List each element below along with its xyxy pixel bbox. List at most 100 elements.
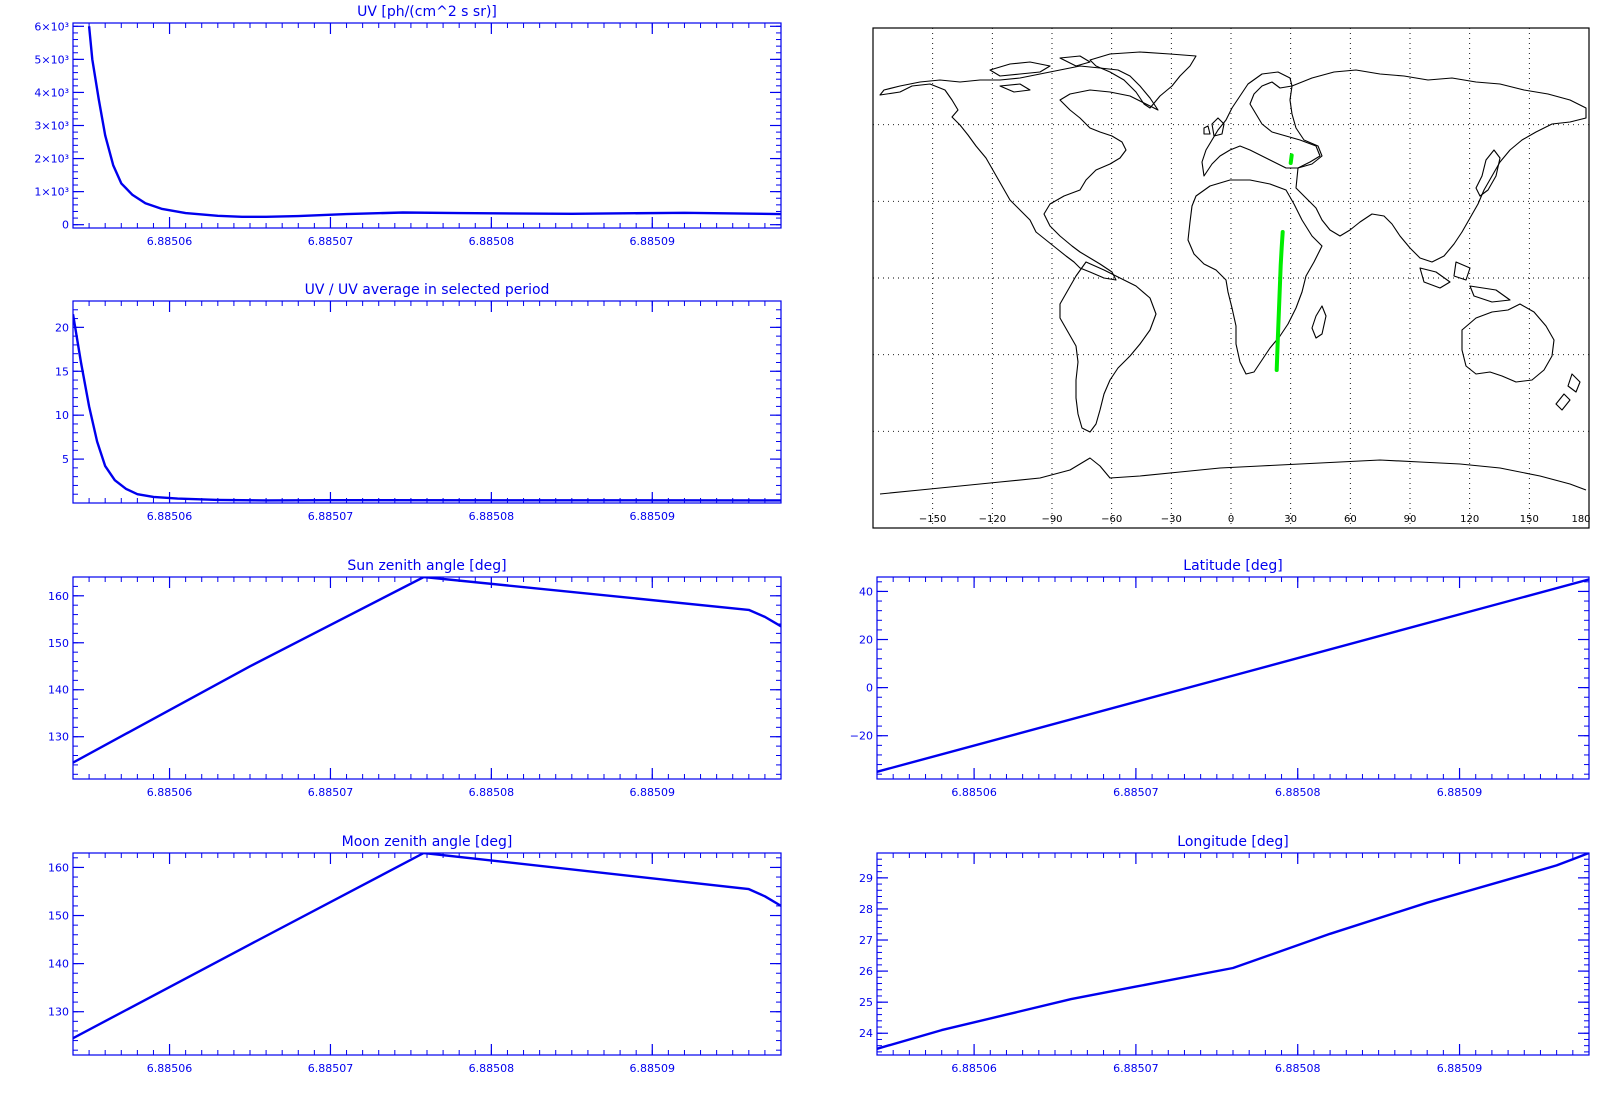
x-tick-label: 6.88509 bbox=[1437, 1062, 1483, 1075]
chart-moon-zenith: Moon zenith angle [deg] 130 140 150 160 6.885… bbox=[48, 834, 782, 1075]
y-tick-label: 28 bbox=[859, 903, 873, 916]
y-tick-label: 130 bbox=[48, 1006, 69, 1019]
map-grid bbox=[873, 28, 1589, 528]
y-tick-label: 0 bbox=[866, 682, 873, 695]
y-tick-label: 5 bbox=[62, 453, 69, 466]
y-tick-label: 5×10³ bbox=[34, 53, 69, 66]
x-tick-label: 6.88507 bbox=[308, 1062, 354, 1075]
x-tick-label: 6.88508 bbox=[469, 235, 515, 248]
x-tick-label: 6.88507 bbox=[308, 510, 354, 523]
coast-british-isles bbox=[1203, 117, 1225, 137]
x-tick-label: 6.88506 bbox=[147, 235, 193, 248]
map-lon-tick-label: 150 bbox=[1520, 514, 1539, 525]
series-line-uv-ratio bbox=[73, 314, 781, 502]
satellite-track bbox=[1274, 153, 1294, 372]
x-tick-label: 6.88509 bbox=[630, 235, 676, 248]
map-lon-tick-label: −120 bbox=[979, 514, 1006, 525]
track-segment bbox=[1274, 230, 1285, 372]
coast-japan bbox=[1475, 149, 1501, 197]
y-tick-label: 3×10³ bbox=[34, 120, 69, 133]
x-tick-label: 6.88506 bbox=[951, 1062, 997, 1075]
x-tick-label: 6.88508 bbox=[469, 786, 515, 799]
x-tick-label: 6.88509 bbox=[630, 786, 676, 799]
map-lon-tick-label: −150 bbox=[919, 514, 946, 525]
y-tick-label: 150 bbox=[48, 910, 69, 923]
y-tick-label: 160 bbox=[48, 861, 69, 874]
series-line-longitude bbox=[877, 853, 1589, 1050]
coast-asia bbox=[1289, 69, 1587, 263]
chart-uv-ratio: UV / UV average in selected period 5 10 15 2… bbox=[55, 282, 782, 523]
y-tick-label: 0 bbox=[62, 219, 69, 232]
chart-title: Moon zenith angle [deg] bbox=[342, 834, 513, 850]
map-lon-tick-label: 90 bbox=[1404, 514, 1417, 525]
coast-australia bbox=[1461, 303, 1555, 383]
plot-frame bbox=[72, 852, 782, 1056]
map-lon-tick-label: 120 bbox=[1460, 514, 1479, 525]
coast-africa bbox=[1187, 179, 1323, 375]
map-longitude-ticks: −150 −120 −90 −60 −30 0 30 60 90 120 150 180 bbox=[919, 514, 1591, 525]
map-lon-tick-label: −30 bbox=[1161, 514, 1182, 525]
y-tick-label: 25 bbox=[859, 996, 873, 1009]
coast-arctic-islands bbox=[989, 55, 1091, 93]
world-map: −150 −120 −90 −60 −30 0 30 60 90 120 150 180 bbox=[872, 27, 1591, 529]
y-tick-label: 20 bbox=[55, 321, 69, 334]
x-tick-label: 6.88508 bbox=[469, 1062, 515, 1075]
x-tick-label: 6.88509 bbox=[630, 510, 676, 523]
x-tick-label: 6.88508 bbox=[469, 510, 515, 523]
y-tick-label: 6×10³ bbox=[34, 20, 69, 33]
map-lon-tick-label: 60 bbox=[1344, 514, 1357, 525]
plot-frame bbox=[72, 22, 782, 229]
series-line-sun-zenith bbox=[73, 577, 781, 764]
plot-frame bbox=[72, 576, 782, 780]
chart-sun-zenith: Sun zenith angle [deg] 130 140 150 160 6.8850… bbox=[48, 558, 782, 799]
y-tick-label: −20 bbox=[850, 730, 873, 743]
x-tick-label: 6.88506 bbox=[147, 510, 193, 523]
x-tick-label: 6.88506 bbox=[147, 1062, 193, 1075]
map-coastlines bbox=[879, 51, 1587, 495]
chart-latitude: Latitude [deg] −20 0 20 40 6.88506 6.88507 6.88… bbox=[850, 558, 1590, 799]
series-line-moon-zenith bbox=[73, 853, 781, 1040]
y-tick-label: 27 bbox=[859, 934, 873, 947]
map-lon-tick-label: −60 bbox=[1101, 514, 1122, 525]
y-tick-label: 4×10³ bbox=[34, 86, 69, 99]
plot-frame bbox=[876, 852, 1590, 1056]
x-tick-label: 6.88509 bbox=[1437, 786, 1483, 799]
series-line-uv bbox=[87, 26, 781, 219]
plot-frame bbox=[72, 300, 782, 504]
chart-title: Latitude [deg] bbox=[1183, 558, 1282, 574]
y-tick-label: 24 bbox=[859, 1027, 873, 1040]
coast-north-america bbox=[879, 65, 1159, 281]
map-lon-tick-label: 180 bbox=[1571, 514, 1590, 525]
coast-south-america bbox=[1059, 261, 1157, 433]
chart-title: Sun zenith angle [deg] bbox=[347, 558, 506, 574]
series-line-latitude bbox=[877, 578, 1589, 773]
y-tick-label: 2×10³ bbox=[34, 153, 69, 166]
chart-uv: UV [ph/(cm^2 s sr)] 0 1×10³ 2×10³ 3×10³ 4×10³… bbox=[34, 4, 782, 248]
map-lon-tick-label: −90 bbox=[1041, 514, 1062, 525]
x-tick-label: 6.88508 bbox=[1275, 1062, 1321, 1075]
coast-se-asia-islands bbox=[1419, 261, 1511, 303]
map-lon-tick-label: 30 bbox=[1284, 514, 1297, 525]
coast-greenland bbox=[1089, 51, 1197, 109]
x-tick-label: 6.88507 bbox=[1113, 786, 1159, 799]
y-tick-label: 140 bbox=[48, 958, 69, 971]
y-tick-label: 40 bbox=[859, 585, 873, 598]
chart-title: Longitude [deg] bbox=[1177, 834, 1288, 850]
x-tick-label: 6.88506 bbox=[951, 786, 997, 799]
y-tick-label: 15 bbox=[55, 365, 69, 378]
coast-europe bbox=[1201, 71, 1321, 177]
x-tick-label: 6.88506 bbox=[147, 786, 193, 799]
y-tick-label: 26 bbox=[859, 965, 873, 978]
y-tick-label: 29 bbox=[859, 872, 873, 885]
chart-title: UV / UV average in selected period bbox=[305, 282, 550, 298]
y-tick-label: 130 bbox=[48, 731, 69, 744]
x-tick-label: 6.88507 bbox=[308, 786, 354, 799]
coast-madagascar bbox=[1311, 305, 1327, 339]
y-tick-label: 20 bbox=[859, 634, 873, 647]
x-tick-label: 6.88508 bbox=[1275, 786, 1321, 799]
y-tick-label: 10 bbox=[55, 409, 69, 422]
map-lon-tick-label: 0 bbox=[1228, 514, 1234, 525]
x-tick-label: 6.88507 bbox=[308, 235, 354, 248]
charts-layer: UV [ph/(cm^2 s sr)] 0 1×10³ 2×10³ 3×10³ 4×10³… bbox=[34, 4, 1590, 1075]
